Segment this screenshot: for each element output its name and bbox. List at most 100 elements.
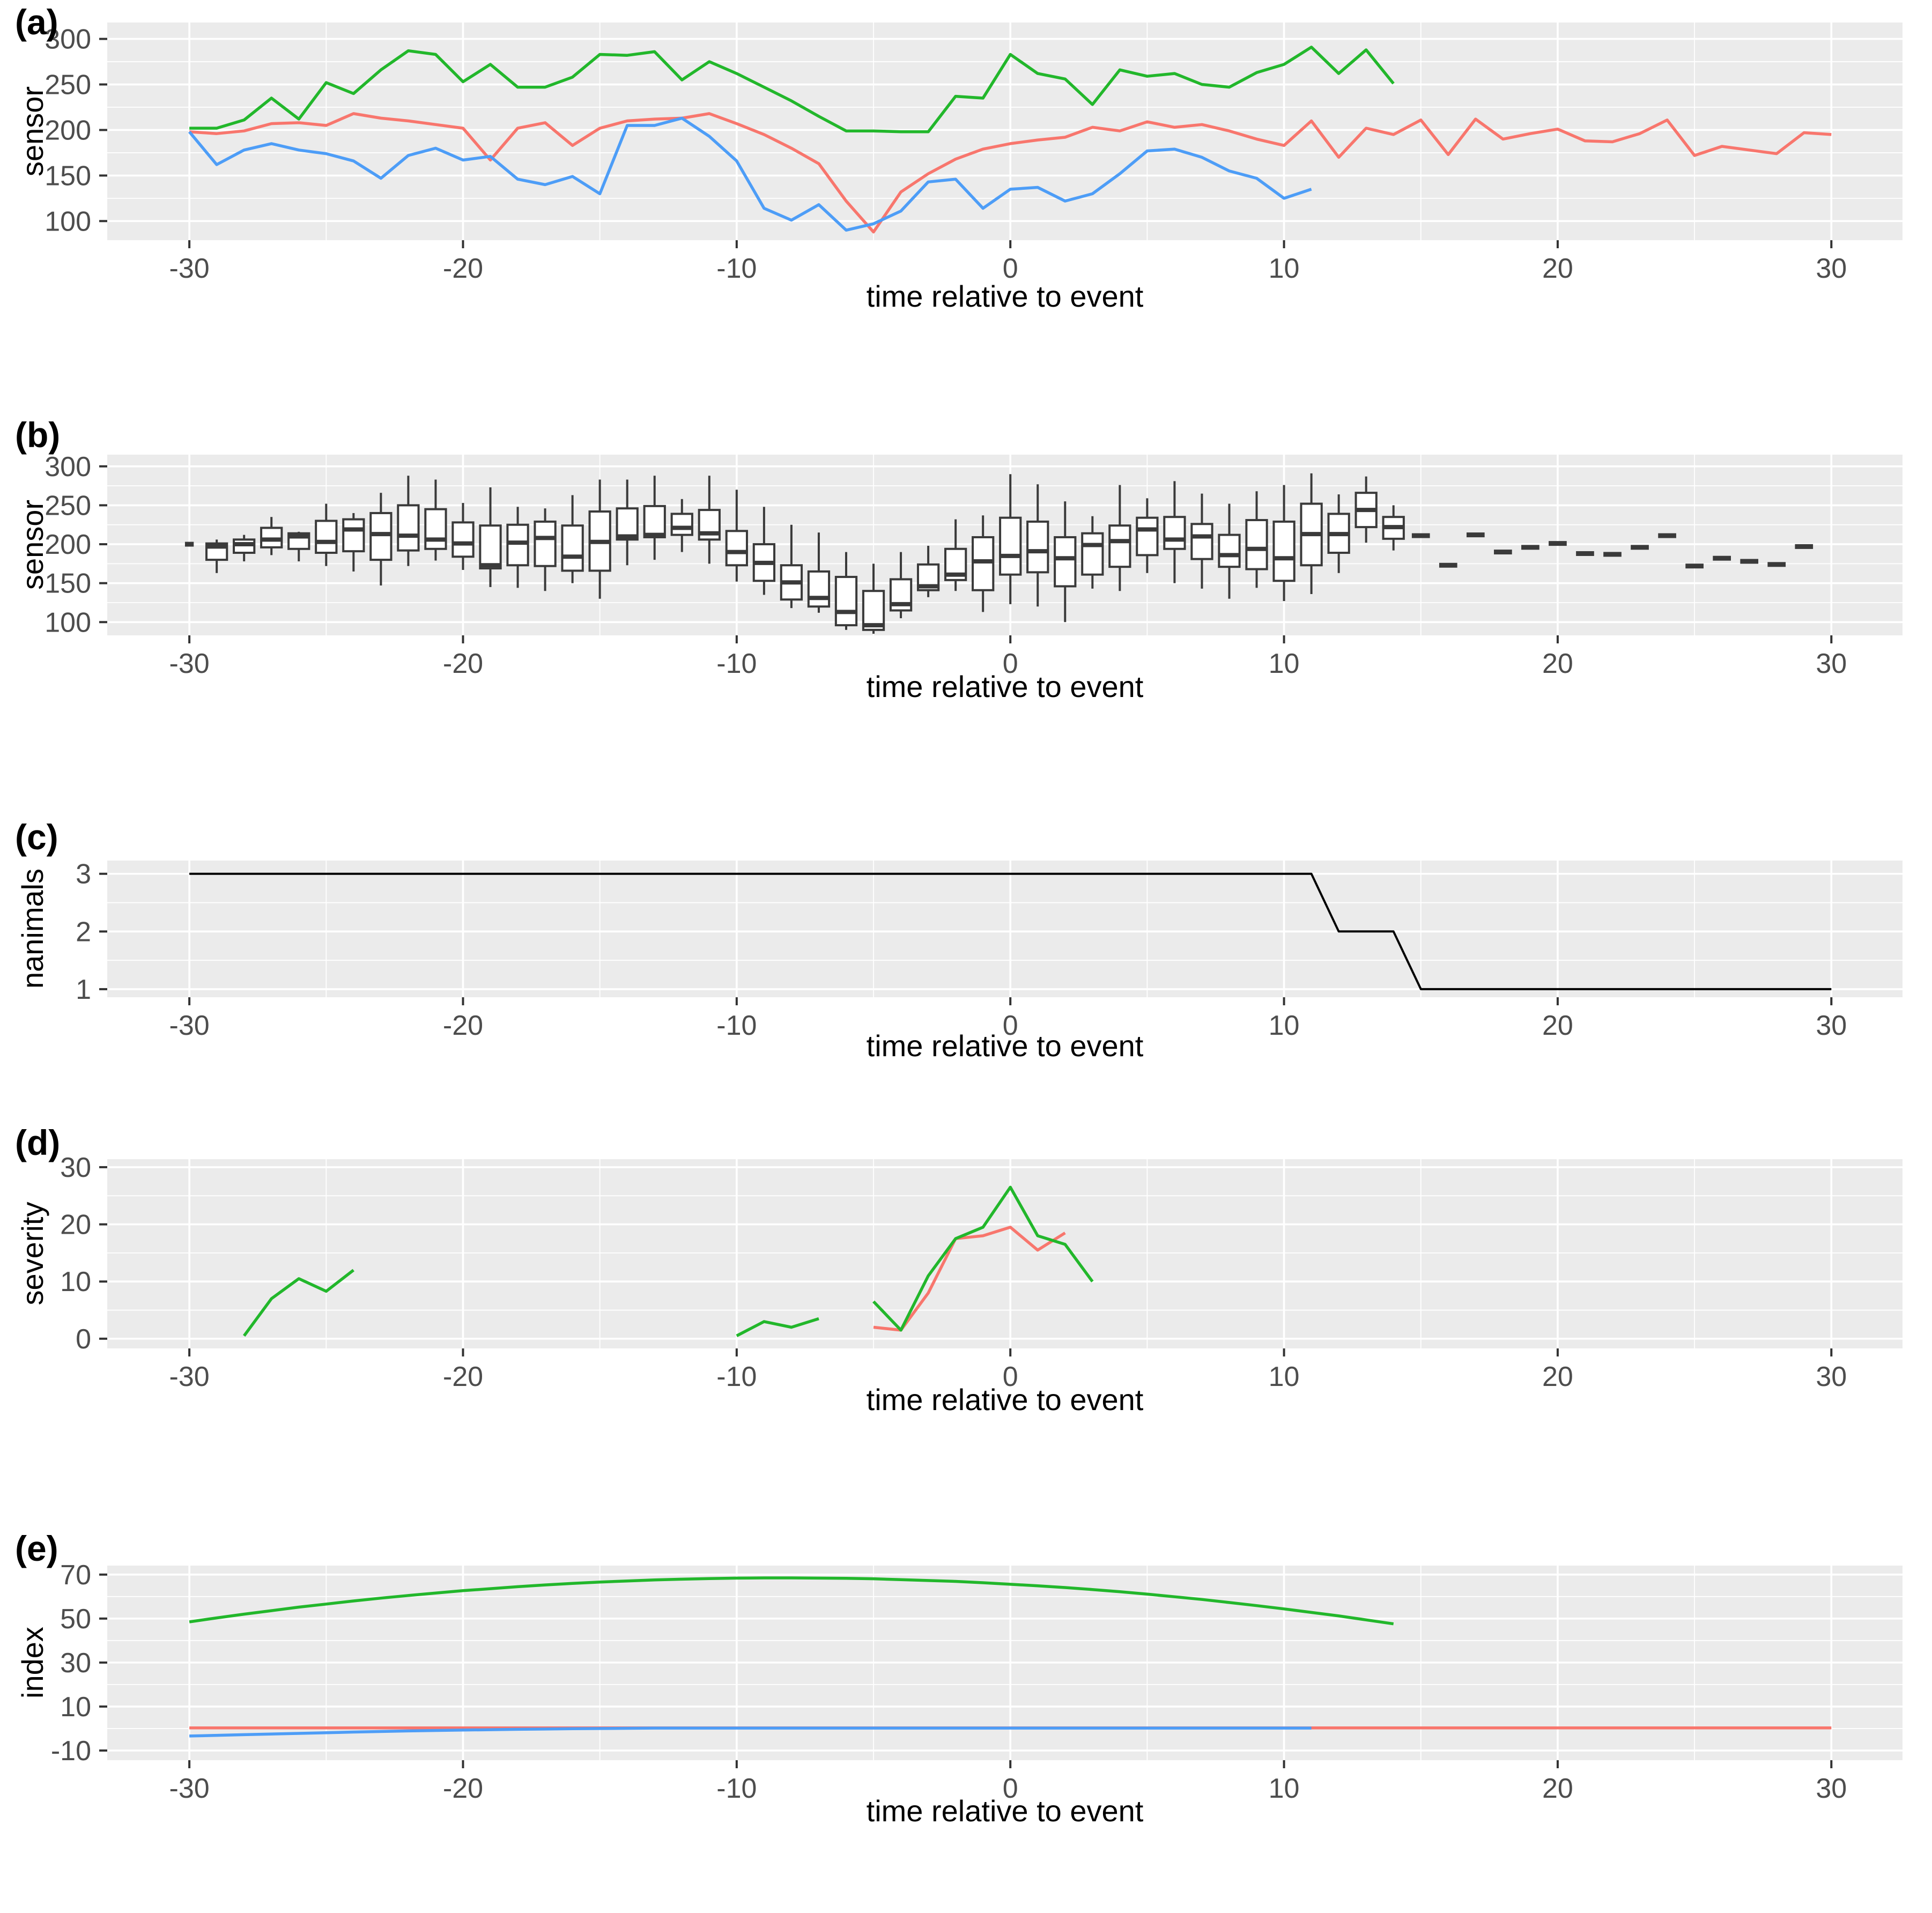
x-axis-title-a: time relative to event	[866, 279, 1144, 313]
svg-text:70: 70	[60, 1560, 91, 1591]
x-axis-title-c: time relative to event	[866, 1029, 1144, 1063]
panel-b-data	[184, 473, 1813, 634]
y-axis-title-e: index	[16, 1627, 49, 1699]
panel-e-data	[189, 1576, 1832, 1738]
svg-text:250: 250	[45, 70, 91, 101]
svg-text:-10: -10	[716, 648, 757, 679]
panel-d: -30 -20 -10 0 10 20 30 0 10 20 30	[60, 1152, 1903, 1392]
svg-text:20: 20	[60, 1210, 91, 1241]
series-animal-green	[189, 46, 1395, 134]
panel-d-label: (d)	[15, 1123, 61, 1162]
svg-text:30: 30	[60, 1648, 91, 1679]
svg-text:-10: -10	[51, 1736, 91, 1767]
panel-e-axes: -30 -20 -10 0 10 20 30 -10 10 30 50 70	[51, 1560, 1847, 1804]
y-axis-title-b: sensor	[16, 499, 49, 590]
series-index-blue	[189, 1726, 1312, 1738]
svg-text:50: 50	[60, 1604, 91, 1635]
panel-b-label: (b)	[15, 415, 61, 455]
series-number-of-animals	[189, 872, 1832, 990]
svg-text:20: 20	[1542, 1010, 1573, 1041]
panel-b: -30 -20 -10 0 10 20 30 100 150 200 250 300	[45, 451, 1903, 679]
panel-c-axes: -30 -20 -10 0 10 20 30 1 2 3	[76, 859, 1847, 1041]
y-axis-title-d: severity	[16, 1202, 49, 1306]
series-index-green	[189, 1576, 1394, 1626]
svg-text:-20: -20	[443, 1010, 483, 1041]
svg-text:-10: -10	[716, 1361, 757, 1392]
svg-text:-30: -30	[169, 1773, 210, 1804]
svg-text:3: 3	[76, 859, 91, 890]
series-severity-green-seg1	[242, 1269, 354, 1337]
svg-text:200: 200	[45, 529, 91, 560]
y-axis-title-a: sensor	[16, 86, 49, 177]
svg-text:0: 0	[1003, 1773, 1018, 1804]
x-axis-title-e: time relative to event	[866, 1794, 1144, 1828]
series-severity-green-seg2	[736, 1317, 819, 1337]
svg-text:0: 0	[1003, 1010, 1018, 1041]
svg-text:30: 30	[1816, 648, 1847, 679]
series-animal-blue	[188, 116, 1312, 232]
svg-text:-30: -30	[169, 648, 210, 679]
svg-text:30: 30	[1816, 1010, 1847, 1041]
svg-text:30: 30	[1816, 1773, 1847, 1804]
svg-text:200: 200	[45, 115, 91, 146]
series-severity-green-seg3	[872, 1185, 1094, 1332]
panel-e-label: (e)	[15, 1529, 58, 1568]
panel-a-data	[188, 46, 1832, 234]
svg-text:0: 0	[1003, 253, 1018, 284]
svg-text:10: 10	[1269, 1361, 1300, 1392]
svg-text:0: 0	[76, 1324, 91, 1355]
svg-text:1: 1	[76, 974, 91, 1005]
panel-a: -30 -20 -10 0 10 20 30 100 150 200 250 300	[45, 23, 1903, 284]
panel-c-data	[189, 872, 1832, 990]
svg-text:20: 20	[1542, 1361, 1573, 1392]
svg-text:20: 20	[1542, 648, 1573, 679]
svg-text:10: 10	[1269, 648, 1300, 679]
x-axis-title-b: time relative to event	[866, 670, 1144, 703]
svg-text:10: 10	[60, 1692, 91, 1723]
panel-a-axes: -30 -20 -10 0 10 20 30 100 150 200 250 300	[45, 24, 1847, 284]
svg-text:30: 30	[1816, 253, 1847, 284]
svg-text:-10: -10	[716, 1773, 757, 1804]
svg-text:-20: -20	[443, 648, 483, 679]
svg-text:-20: -20	[443, 1361, 483, 1392]
svg-text:150: 150	[45, 568, 91, 599]
svg-text:10: 10	[1269, 1773, 1300, 1804]
svg-text:10: 10	[60, 1266, 91, 1297]
panel-b-axes: -30 -20 -10 0 10 20 30 100 150 200 250 300	[45, 451, 1847, 679]
svg-text:-30: -30	[169, 1010, 210, 1041]
svg-text:-10: -10	[716, 1010, 757, 1041]
panel-e-gridlines	[107, 1566, 1903, 1760]
svg-text:300: 300	[45, 451, 91, 483]
panel-c-label: (c)	[15, 817, 58, 857]
svg-text:20: 20	[1542, 253, 1573, 284]
svg-text:30: 30	[60, 1152, 91, 1183]
svg-text:10: 10	[1269, 1010, 1300, 1041]
svg-text:-20: -20	[443, 253, 483, 284]
panel-d-data	[242, 1185, 1094, 1337]
series-animal-red	[189, 112, 1832, 234]
panel-d-gridlines	[107, 1159, 1903, 1348]
svg-text:100: 100	[45, 607, 91, 638]
svg-text:-10: -10	[716, 253, 757, 284]
panel-a-label: (a)	[15, 2, 58, 42]
panel-c: -30 -20 -10 0 10 20 30 1 2 3	[76, 859, 1903, 1041]
y-axis-title-c: nanimals	[16, 868, 49, 989]
svg-text:2: 2	[76, 916, 91, 947]
svg-text:-20: -20	[443, 1773, 483, 1804]
panel-e: -30 -20 -10 0 10 20 30 -10 10 30 50 70	[51, 1560, 1903, 1804]
svg-text:30: 30	[1816, 1361, 1847, 1392]
x-axis-title-d: time relative to event	[866, 1383, 1144, 1417]
svg-text:0: 0	[1003, 1361, 1018, 1392]
svg-text:20: 20	[1542, 1773, 1573, 1804]
svg-text:250: 250	[45, 490, 91, 521]
svg-text:10: 10	[1269, 253, 1300, 284]
svg-text:-30: -30	[169, 253, 210, 284]
svg-text:300: 300	[45, 24, 91, 55]
panel-d-axes: -30 -20 -10 0 10 20 30 0 10 20 30	[60, 1152, 1847, 1392]
svg-text:0: 0	[1003, 648, 1018, 679]
svg-text:-30: -30	[169, 1361, 210, 1392]
svg-text:150: 150	[45, 160, 91, 191]
svg-text:100: 100	[45, 206, 91, 237]
